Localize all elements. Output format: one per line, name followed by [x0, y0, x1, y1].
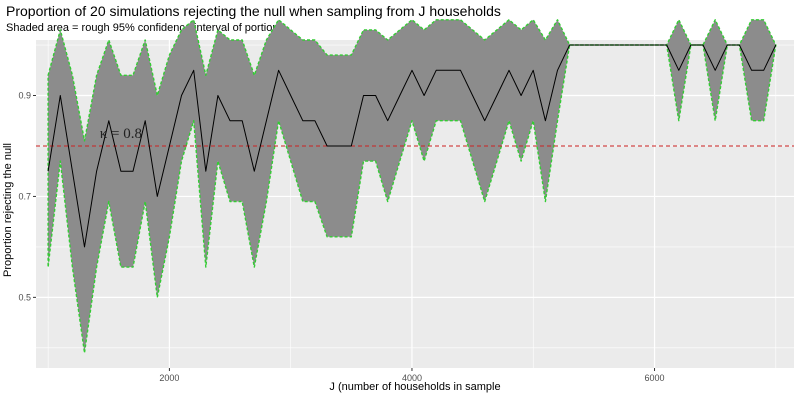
- confidence-ribbon: [47, 19, 777, 354]
- x-tick-label: 4000: [402, 373, 422, 383]
- x-tick-label: 2000: [159, 373, 179, 383]
- y-tick-label: 0.5: [18, 292, 31, 302]
- y-tick-label: 0.9: [18, 91, 31, 101]
- x-axis-label: J (number of households in sample: [329, 381, 501, 393]
- kappa-annotation: κ = 0.8: [100, 126, 142, 142]
- chart-title: Proportion of 20 simulations rejecting t…: [6, 3, 501, 19]
- y-tick-label: 0.7: [18, 191, 31, 201]
- chart-subtitle: Shaded area = rough 95% confidence inter…: [6, 22, 284, 34]
- x-tick-label: 6000: [645, 373, 665, 383]
- proportion-line: [47, 44, 777, 248]
